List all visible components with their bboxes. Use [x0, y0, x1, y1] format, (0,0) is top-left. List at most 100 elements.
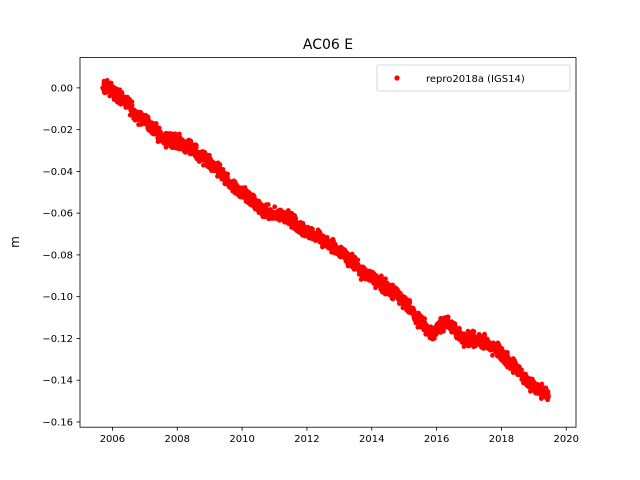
data-point	[205, 163, 211, 169]
y-tick-label: −0.08	[42, 250, 73, 261]
y-tick-label: 0.00	[51, 83, 73, 94]
data-point	[342, 255, 348, 261]
data-point	[199, 153, 204, 159]
plot-frame	[79, 57, 577, 428]
data-point	[276, 217, 282, 223]
y-tick-label: −0.14	[42, 376, 73, 387]
data-point	[517, 372, 522, 378]
data-point	[379, 289, 385, 295]
data-point	[515, 364, 521, 370]
data-point	[288, 215, 294, 221]
data-point	[542, 385, 548, 391]
data-point	[477, 339, 483, 345]
data-point	[130, 108, 136, 114]
legend-marker	[394, 75, 400, 81]
data-point	[310, 226, 315, 232]
data-point	[490, 352, 495, 358]
data-point	[135, 110, 141, 116]
data-point	[139, 112, 145, 117]
data-point	[309, 232, 315, 238]
data-point	[509, 362, 515, 368]
data-point	[289, 210, 295, 216]
data-point	[282, 213, 287, 219]
data-point	[470, 328, 476, 334]
data-point	[452, 321, 458, 326]
data-point	[431, 335, 437, 341]
y-tick-label: −0.12	[42, 334, 73, 345]
data-point	[204, 152, 210, 158]
data-point	[301, 231, 307, 237]
data-point	[264, 209, 270, 215]
data-point	[361, 272, 367, 278]
data-point	[504, 350, 510, 355]
legend-label: repro2018a (IGS14)	[426, 74, 525, 85]
data-point	[546, 394, 551, 400]
data-point	[529, 376, 535, 382]
data-point	[329, 240, 335, 246]
data-point	[104, 89, 110, 95]
data-point	[282, 219, 287, 225]
data-point	[418, 320, 424, 326]
data-point	[153, 121, 159, 126]
data-point	[251, 198, 256, 204]
data-point	[220, 166, 226, 172]
x-tick-label: 2014	[359, 434, 384, 445]
data-point	[512, 358, 518, 364]
data-point	[277, 207, 283, 213]
data-point	[528, 385, 534, 391]
data-point	[465, 343, 471, 349]
data-point	[393, 290, 398, 295]
x-tick-label: 2018	[489, 434, 514, 445]
data-point	[186, 137, 192, 143]
data-point	[503, 359, 509, 365]
data-point	[223, 171, 229, 177]
x-tick-label: 2006	[100, 434, 125, 445]
data-point	[250, 192, 256, 198]
data-points	[100, 78, 551, 403]
data-point	[407, 306, 412, 312]
data-point	[159, 136, 165, 142]
legend-box	[376, 64, 571, 92]
data-point	[284, 209, 290, 215]
data-point	[172, 131, 178, 137]
data-point	[407, 300, 413, 305]
data-point	[107, 83, 112, 89]
data-point	[354, 264, 360, 270]
data-point	[148, 129, 154, 135]
data-point	[244, 192, 250, 198]
data-point	[139, 117, 145, 123]
data-point	[208, 156, 213, 162]
x-tick-label: 2010	[229, 434, 254, 445]
x-axis: 2006 2008 2010 2012 2014 2016 2018 2020	[100, 427, 579, 445]
data-point	[129, 102, 135, 108]
data-point	[335, 247, 341, 253]
y-tick-label: −0.16	[42, 417, 73, 428]
data-point	[191, 144, 197, 150]
data-point	[367, 272, 373, 278]
data-point	[347, 256, 353, 262]
data-point	[159, 132, 165, 138]
data-point	[330, 236, 336, 242]
data-point	[524, 379, 530, 385]
y-tick-label: −0.06	[42, 209, 73, 220]
data-point	[187, 151, 193, 156]
data-point	[497, 346, 503, 351]
data-point	[321, 235, 327, 240]
data-point	[120, 96, 126, 102]
data-point	[386, 287, 392, 293]
data-point	[438, 330, 444, 335]
x-tick-label: 2020	[554, 434, 579, 445]
data-point	[347, 262, 353, 268]
data-point	[198, 149, 204, 155]
data-point	[217, 162, 223, 167]
data-point	[294, 221, 300, 227]
data-point	[413, 319, 419, 325]
data-point	[485, 344, 491, 349]
chart-title: AC06 E	[303, 37, 353, 53]
data-point	[506, 355, 512, 361]
data-point	[413, 311, 418, 317]
data-point	[321, 239, 327, 245]
data-point	[497, 354, 503, 359]
data-point	[179, 137, 185, 143]
